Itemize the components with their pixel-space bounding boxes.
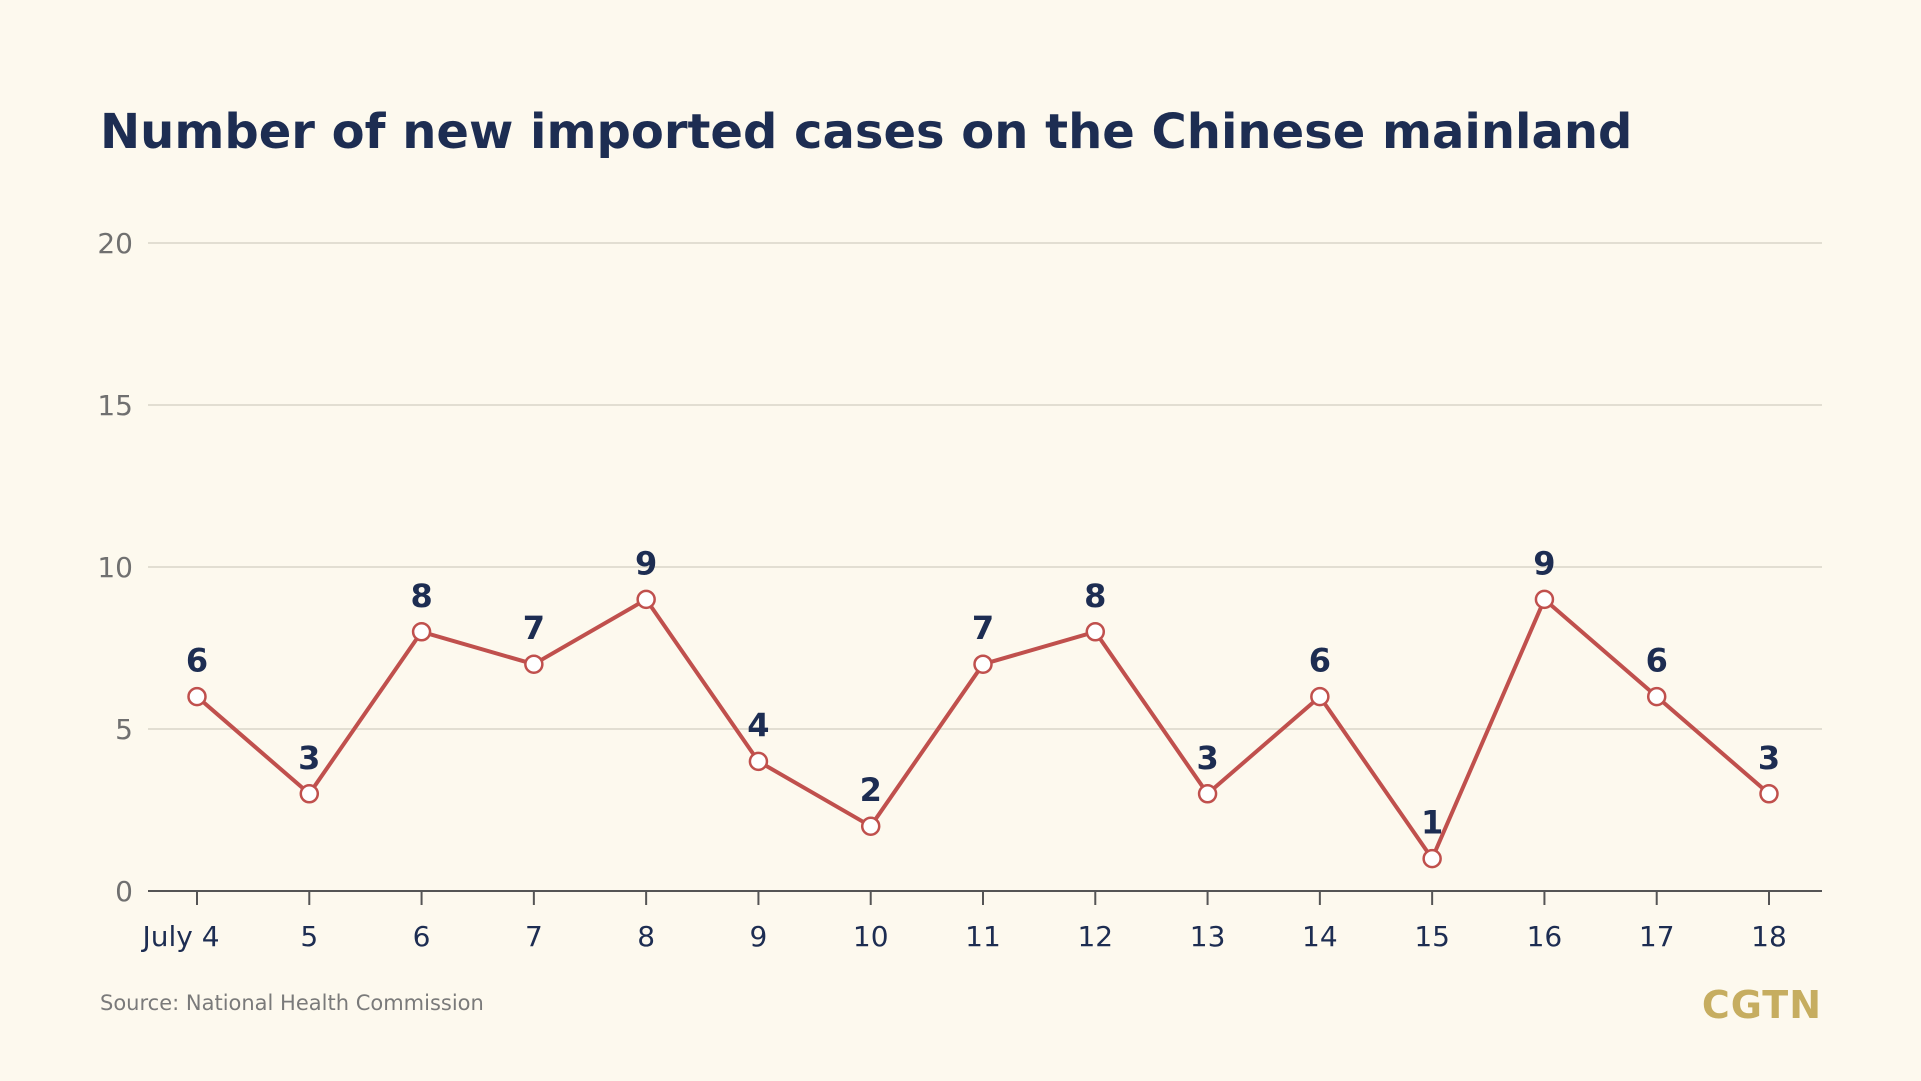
y-tick-label: 15 [97,389,133,422]
data-label: 8 [410,577,432,615]
x-tick-label: July 4 [140,920,219,953]
x-tick-label: 14 [1302,920,1338,953]
data-point [748,751,769,772]
data-label: 3 [298,739,320,777]
data-label: 6 [186,642,208,680]
x-tick-label: 13 [1190,920,1226,953]
data-label: 6 [1646,642,1668,680]
x-tick-label: 5 [300,920,318,953]
data-point [973,654,993,674]
data-point [636,589,656,610]
x-tick-label: 11 [965,920,1001,953]
x-tick-label: 16 [1527,920,1563,953]
source-note: Source: National Health Commission [100,991,484,1015]
grid-layer [148,242,1822,730]
series-layer [187,589,1779,869]
x-tick-label: 6 [413,920,431,953]
data-point [187,686,207,707]
data-point [299,784,320,804]
data-point [1422,848,1442,869]
data-point [411,622,432,642]
data-point [860,816,881,836]
data-label: 3 [1196,739,1218,777]
x-tick-label: 15 [1414,920,1450,953]
data-label: 2 [860,771,882,809]
x-tick-label: 9 [750,920,768,953]
x-tick-label: 12 [1077,920,1113,953]
chart-title: Number of new imported cases on the Chin… [100,104,1632,160]
data-label: 1 [1421,804,1443,842]
data-point [1197,784,1218,804]
data-label: 3 [1758,739,1780,777]
data-point [1534,589,1555,610]
y-tick-label: 5 [115,713,133,746]
x-tick-label: 7 [525,920,543,953]
cgtn-logo: CGTN [1702,983,1822,1027]
x-tick-label: 17 [1639,920,1675,953]
data-point [1085,622,1106,642]
x-tick-label: 8 [637,920,655,953]
label-layer: 6 3 8 7 9 4 2 7 8 3 6 1 9 6 3 [186,544,1780,841]
data-point [1646,686,1667,707]
data-label: 9 [635,544,657,582]
data-label: 7 [523,609,545,647]
data-label: 9 [1533,544,1555,582]
x-tick-label: 18 [1751,920,1787,953]
y-tick-label: 20 [97,227,133,260]
data-point [524,654,544,674]
data-point [1310,686,1330,707]
data-point [1759,784,1779,804]
data-label: 4 [747,706,769,744]
data-label: 7 [972,609,994,647]
x-tick-label: 10 [853,920,889,953]
data-label: 6 [1309,642,1331,680]
y-tick-label: 0 [115,875,133,908]
data-label: 8 [1084,577,1106,615]
y-tick-label: 10 [97,551,133,584]
